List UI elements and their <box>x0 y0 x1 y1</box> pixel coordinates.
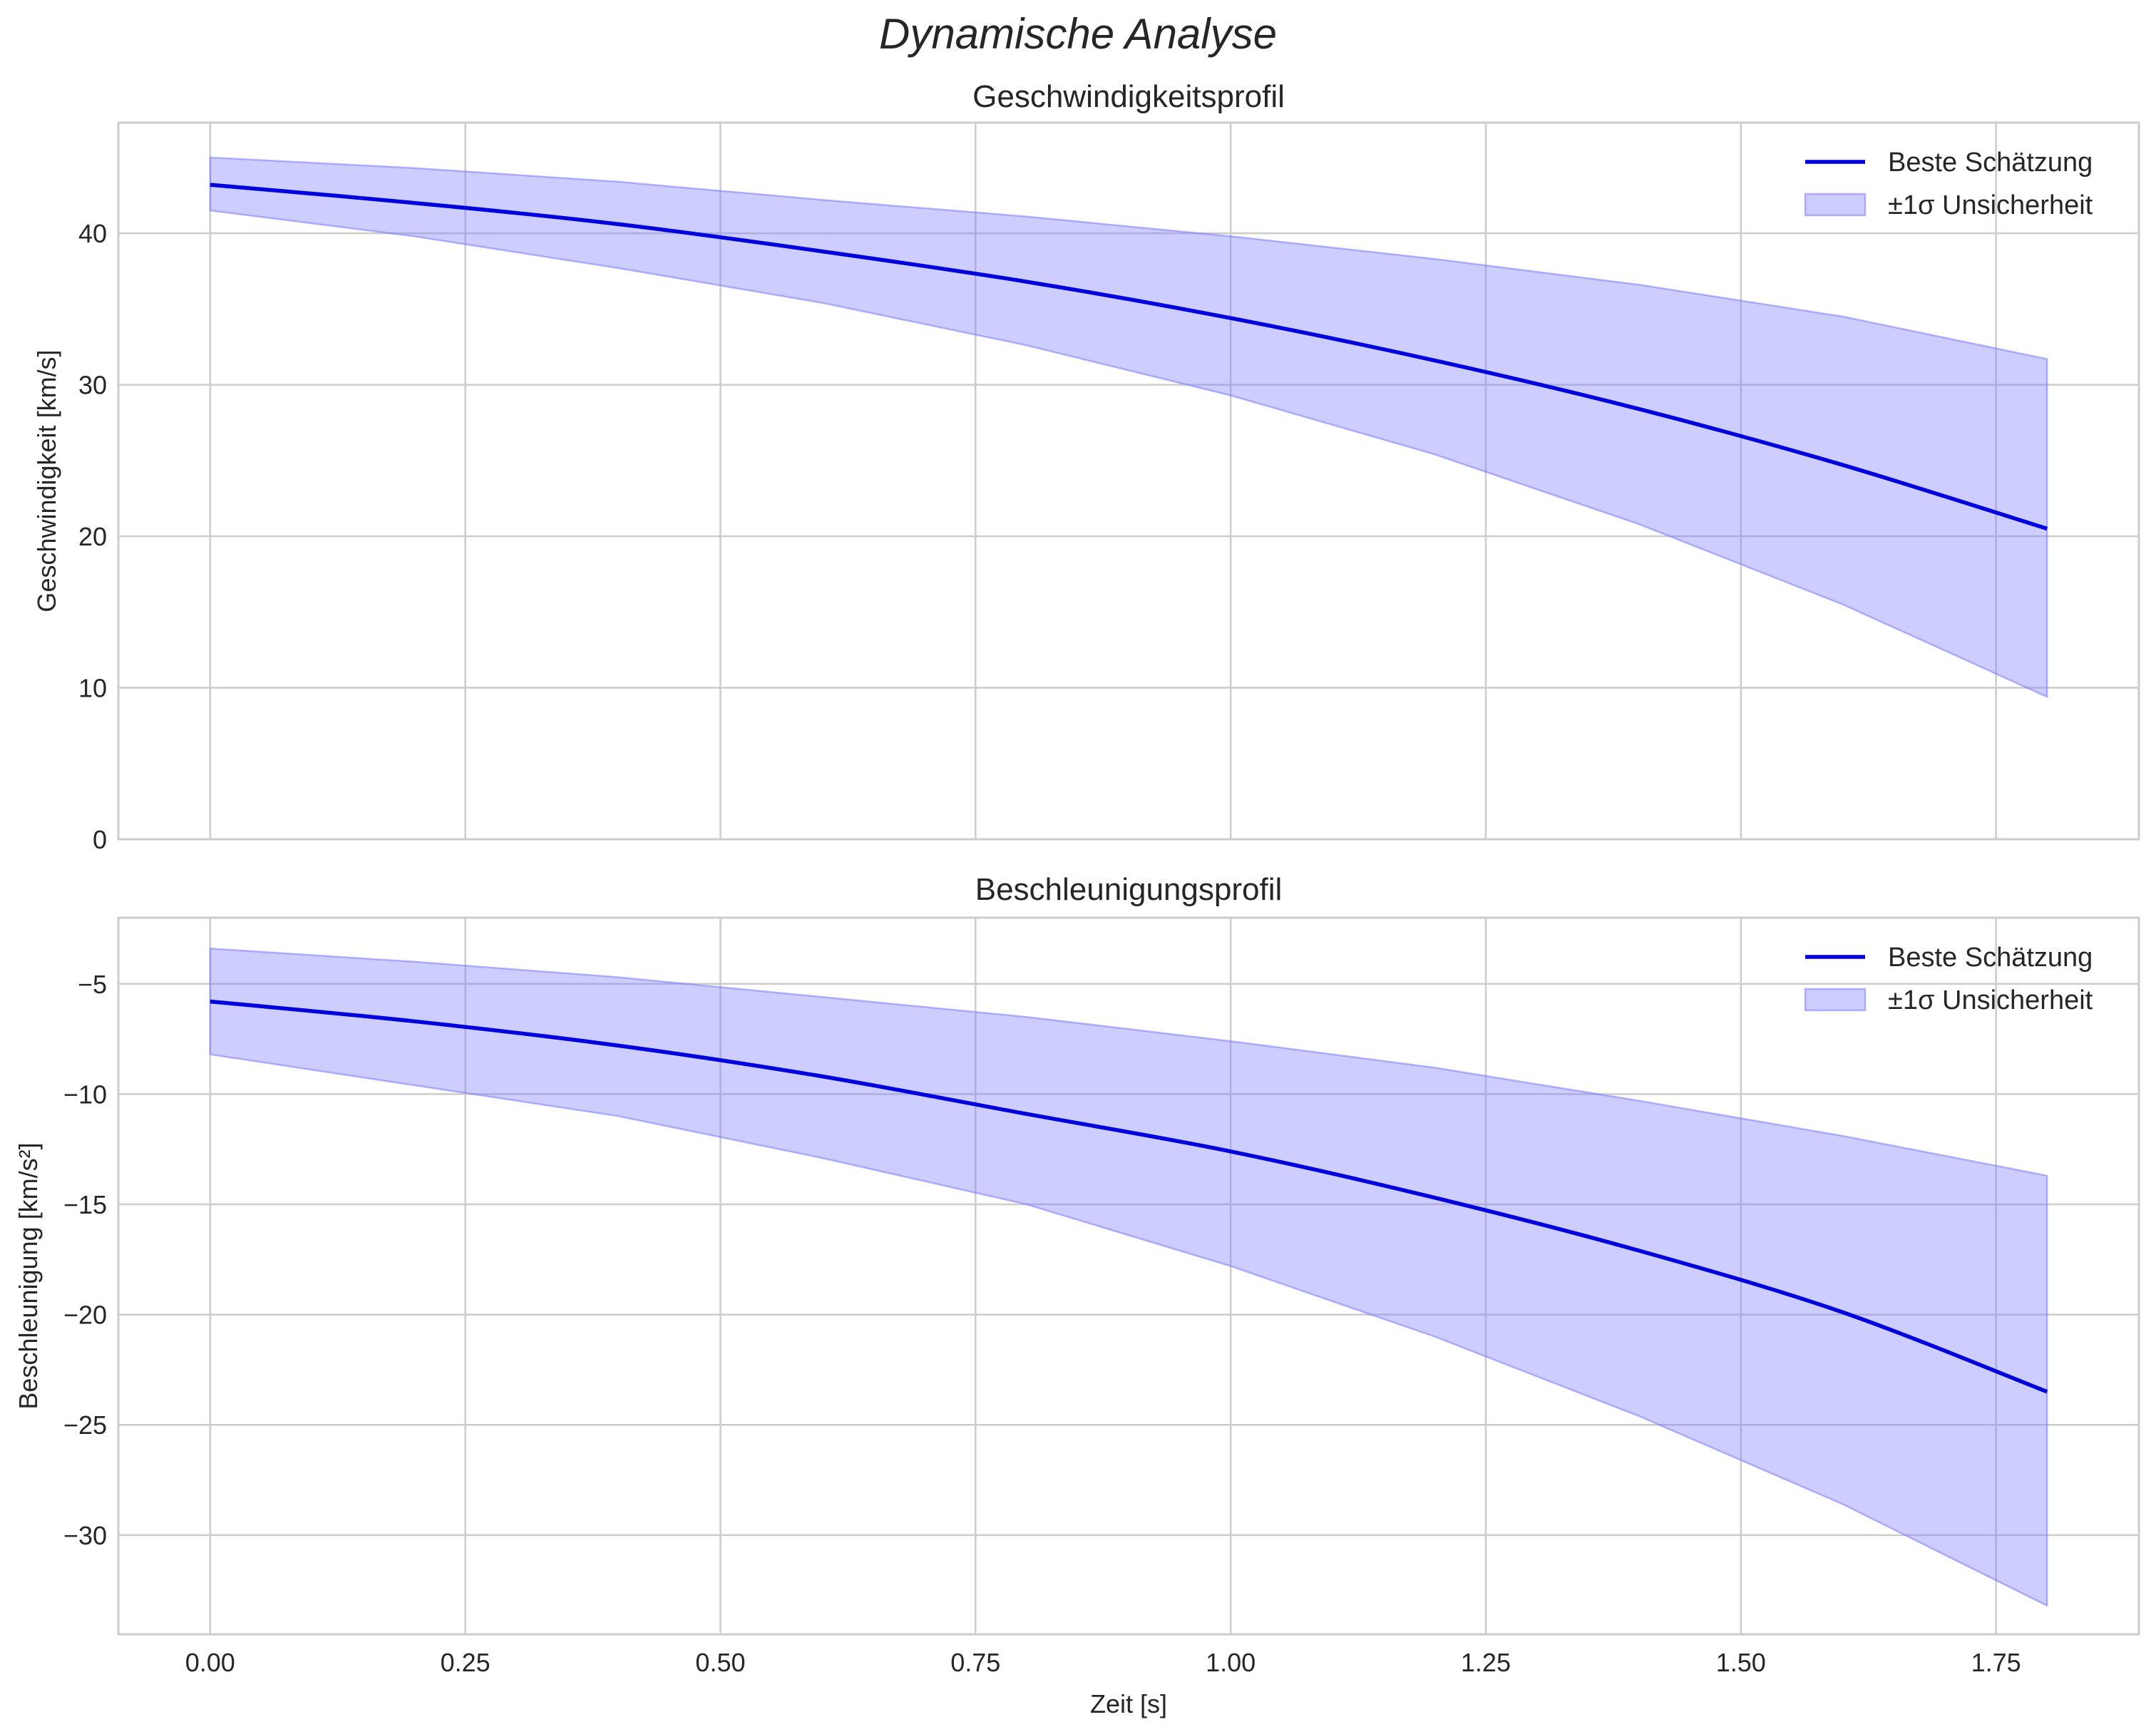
y-tick-label: −10 <box>63 1080 107 1109</box>
y-tick-label: −5 <box>78 970 107 999</box>
y-axis-label: Beschleunigung [km/s²] <box>14 1142 43 1409</box>
x-tick-label: 0.00 <box>185 1648 235 1677</box>
y-tick-label: 30 <box>78 371 107 400</box>
y-tick-label: 40 <box>78 219 107 248</box>
legend: Beste Schätzung ±1σ Unsicherheit <box>1804 148 2093 220</box>
y-tick-label: 10 <box>78 674 107 703</box>
chart-suptitle: Dynamische Analyse <box>879 10 1277 58</box>
x-tick-label: 0.50 <box>695 1648 745 1677</box>
legend-label: Beste Schätzung <box>1888 148 2093 178</box>
legend-label: ±1σ Unsicherheit <box>1888 190 2093 220</box>
best-estimate-line <box>210 183 2048 531</box>
plot-area <box>118 918 2139 1634</box>
y-tick-label: −30 <box>63 1521 107 1550</box>
y-tick-label: −20 <box>63 1301 107 1330</box>
legend: Beste Schätzung ±1σ Unsicherheit <box>1804 943 2093 1015</box>
x-tick-label: 1.75 <box>1971 1648 2021 1677</box>
uncertainty-band <box>209 156 2048 699</box>
x-tick-label: 1.50 <box>1716 1648 1766 1677</box>
y-tick-label: 0 <box>93 825 107 854</box>
legend-band-swatch <box>1804 988 1867 1012</box>
x-axis-label: Zeit [s] <box>1090 1689 1167 1718</box>
subplot-2: −5 −10 −15 −20 −25 −30 0.00 0.25 0.50 0.75 1.00 1.2… <box>14 872 2140 1718</box>
subplot-title: Geschwindigkeitsprofil <box>972 79 1285 114</box>
y-axis-label: Geschwindigkeit [km/s] <box>32 349 61 612</box>
axes-frame <box>117 121 2140 841</box>
subplot-title: Beschleunigungsprofil <box>975 872 1283 907</box>
legend-label: Beste Schätzung <box>1888 943 2093 973</box>
x-tick-label: 0.75 <box>950 1648 1000 1677</box>
legend-band-swatch <box>1804 193 1867 217</box>
axes-frame <box>117 916 2140 1636</box>
y-tick-label: −25 <box>63 1410 107 1440</box>
y-tick-label: −15 <box>63 1190 107 1219</box>
x-tick-label: 1.25 <box>1461 1648 1511 1677</box>
y-tick-label: 20 <box>78 522 107 551</box>
best-estimate-line <box>210 999 2048 1394</box>
x-tick-label: 0.25 <box>441 1648 491 1677</box>
subplot-1: 0 10 20 30 40 Geschwindigkeitsprofil Geschwind… <box>32 79 2140 854</box>
legend-label: ±1σ Unsicherheit <box>1888 985 2093 1015</box>
uncertainty-band <box>209 947 2048 1607</box>
x-tick-label: 1.00 <box>1206 1648 1256 1677</box>
